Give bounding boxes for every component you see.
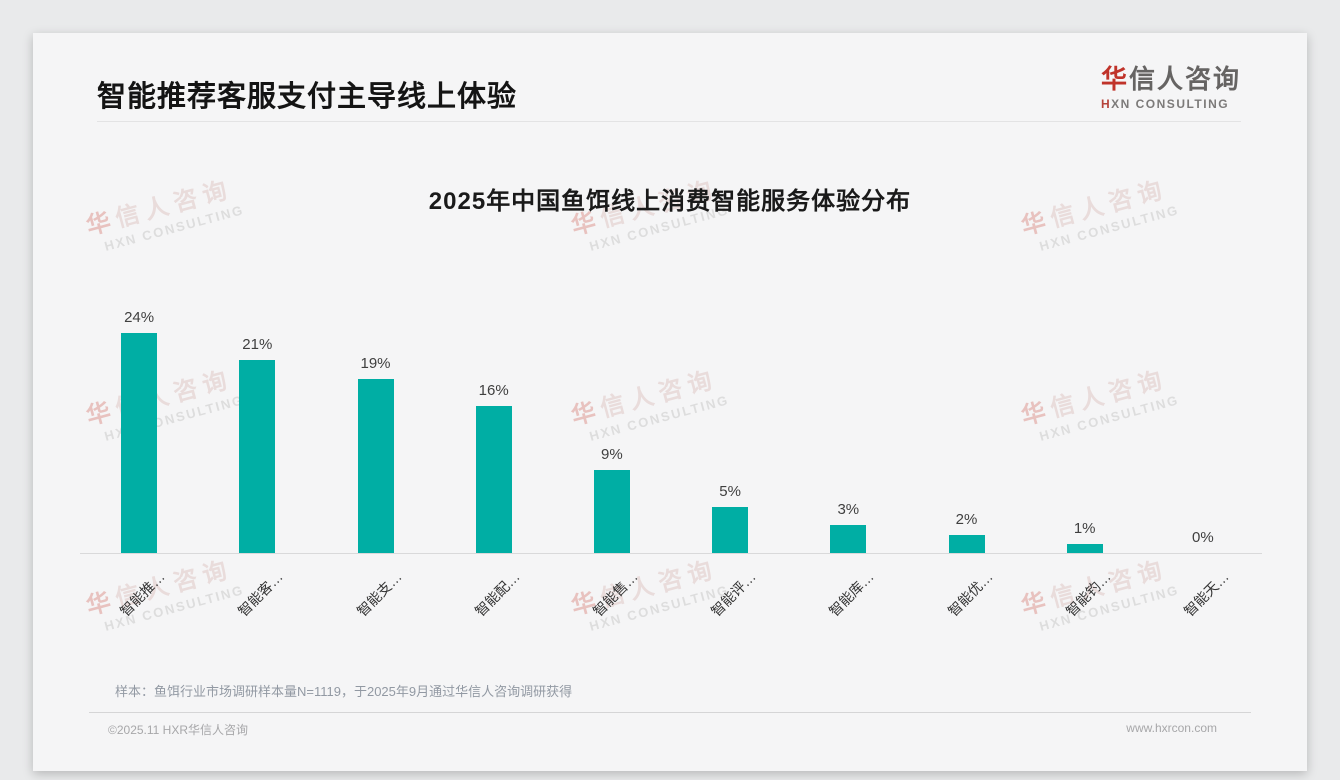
bar: [475, 406, 512, 553]
bar: [239, 360, 276, 553]
x-axis-label: 智能客…: [235, 568, 287, 620]
website-url: www.hxrcon.com: [1126, 721, 1217, 735]
copyright-text: ©2025.11 HXR华信人咨询: [108, 723, 248, 737]
logo-en-first-letter: H: [1100, 97, 1112, 111]
chart-title: 2025年中国鱼饵线上消费智能服务体验分布: [428, 188, 912, 215]
bar-value-label: 21%: [242, 336, 273, 353]
x-axis-label: 智能配…: [471, 568, 523, 620]
logo-en-rest: XN CONSULTING: [1111, 97, 1230, 111]
logo-accent-char: 华: [1100, 64, 1129, 94]
x-axis-label: 智能推…: [116, 568, 168, 620]
bar-value-label: 19%: [360, 355, 391, 372]
report-slide: 华信人咨询 HXN CONSULTING 华信人咨询 HXN CONSULTING 华信…: [33, 33, 1307, 771]
bar-value-label: 0%: [1192, 529, 1214, 546]
x-axis-label: 智能库…: [826, 568, 878, 620]
bar: [830, 525, 867, 553]
x-axis-label: 智能天…: [1180, 568, 1232, 620]
page-title: 智能推荐客服支付主导线上体验: [97, 81, 518, 113]
logo-english-name: HXN CONSULTING: [1101, 97, 1241, 111]
bar: [948, 535, 985, 553]
bar-value-label: 1%: [1073, 520, 1096, 537]
header-divider: [97, 121, 1241, 122]
bar: [121, 333, 158, 553]
bar-value-label: 9%: [601, 446, 623, 463]
bar: [712, 507, 749, 553]
footer-divider: [89, 712, 1251, 713]
bar-value-label: 24%: [124, 309, 155, 326]
logo-chinese-name: 华信人咨询: [1101, 59, 1241, 96]
x-axis-label: 智能售…: [589, 568, 641, 620]
bar: [593, 470, 630, 553]
bar-chart: 24% 智能推… 21% 智能客… 19% 智能支… 16% 智能配… 9% 智能售… 5% 智能评……: [33, 33, 1307, 771]
x-axis-label: 智能支…: [353, 568, 405, 620]
bar-value-label: 3%: [837, 501, 860, 518]
logo-rest-chars: 信人咨询: [1128, 64, 1241, 94]
x-axis-label: 智能评…: [707, 568, 759, 620]
bar-value-label: 2%: [955, 511, 978, 528]
x-axis-label: 智能优…: [944, 568, 996, 620]
x-axis-label: 智能钓…: [1062, 568, 1114, 620]
bar: [357, 379, 394, 553]
x-axis-line: [80, 553, 1262, 554]
bar-value-label: 5%: [719, 483, 741, 500]
company-logo: 华信人咨询 HXN CONSULTING: [1101, 59, 1241, 111]
bar-value-label: 16%: [478, 382, 509, 399]
bar: [1066, 544, 1103, 553]
sample-footnote: 样本：鱼饵行业市场调研样本量N=1119，于2025年9月通过华信人咨询调研获得: [115, 684, 573, 699]
